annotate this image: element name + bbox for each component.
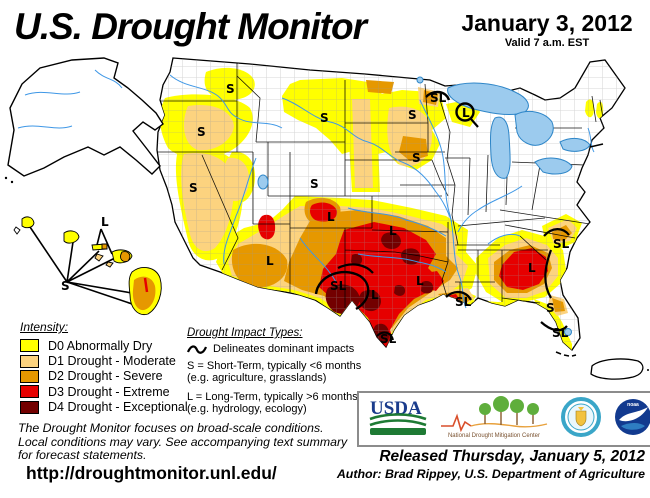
short-term-line1: S = Short-Term, typically <6 months [187,360,362,372]
alaska-inset [4,57,164,184]
impact-delineation-curves [314,90,570,341]
impact-label-sl: SL [430,91,447,105]
d2-swatch [20,369,39,383]
legend-row-d4: D4 Drought - Exceptional [20,400,192,415]
commerce-seal-logo [560,396,602,443]
valid-time: Valid 7 a.m. EST [504,37,590,49]
disclaimer-line1: The Drought Monitor focuses on broad-sca… [18,421,324,435]
d0-label: D0 Abnormally Dry [48,338,153,353]
noaa-logo-text: noaa [627,402,639,408]
d2-label: D2 Drought - Severe [48,369,163,384]
legend-row-d2: D2 Drought - Severe [20,369,192,384]
d1-label: D1 Drought - Moderate [48,354,176,369]
d3-swatch [20,385,39,399]
short-term-line2: (e.g. agriculture, grasslands) [187,372,327,385]
delineates-text: Delineates dominant impacts [213,343,355,355]
impact-label-s: S [546,301,555,315]
impact-label-l: L [528,261,536,275]
impact-label-l: L [327,210,335,224]
legend-row-d0: D0 Abnormally Dry [20,338,192,353]
impact-heading: Drought Impact Types: [187,327,303,339]
rivers [169,74,595,309]
impact-label-l: L [389,224,397,238]
usda-logo: USDA [367,396,429,443]
hawaii-inset [13,216,162,316]
impact-label-s: S [197,125,206,139]
impact-label-l: L [462,106,470,120]
map-date: January 3, 2012 [461,10,633,36]
d1-swatch [20,354,39,368]
legend-heading: Intensity: [20,320,69,334]
d0-swatch [20,339,39,353]
great-lakes [257,76,591,336]
legend-row-d3: D3 Drought - Extreme [20,384,192,399]
ndmc-logo-text: National Drought Mitigation Center [448,433,540,439]
impact-label-l: L [416,274,424,288]
impact-label-s: S [310,177,319,191]
ndmc-logo: National Drought Mitigation Center [439,394,549,445]
d4-label: D4 Drought - Exceptional [48,400,188,415]
impact-label-sl: SL [330,279,347,293]
coastal-marks [555,143,604,357]
impact-label-s: S [226,82,235,96]
puerto-rico-inset [590,358,649,380]
disclaimer-line2: Local conditions may vary. See accompany… [18,434,348,449]
usda-logo-text: USDA [370,398,422,419]
droughtmonitor-url: http://droughtmonitor.unl.edu/ [26,463,277,483]
intensity-legend: Intensity: D0 Abnormally Dry D1 Drought … [20,320,192,415]
county-lines-texture [157,58,625,350]
impact-types-section: Drought Impact Types: Delineates dominan… [187,327,372,415]
disclaimer-text: The Drought Monitor focuses on broad-sca… [18,421,348,463]
long-term-line1: L = Long-Term, typically >6 months [187,390,358,403]
date-block: January 3, 2012 Valid 7 a.m. EST [448,10,646,50]
legend-row-d1: D1 Drought - Moderate [20,353,192,368]
impact-label-sl: SL [455,295,472,309]
agency-logos-box: USDA National Drought Mitigation Center [357,391,650,447]
impact-label-sl: SL [380,332,397,346]
delineates-row: Delineates dominant impacts [187,343,372,355]
d3-label: D3 Drought - Extreme [48,384,170,399]
release-info: Released Thursday, January 5, 2012 Autho… [315,448,645,482]
impact-label-sl: SL [553,237,570,251]
impact-label-s: S [412,151,421,165]
impact-label-s: S [61,279,70,293]
impact-label-l: L [371,288,379,302]
impact-label-s: S [408,108,417,122]
author-credit: Author: Brad Rippey, U.S. Department of … [336,467,645,482]
page-title: U.S. Drought Monitor [14,6,367,47]
d4-swatch [20,400,39,414]
impact-label-s: S [320,111,329,125]
long-term-line2: (e.g. hydrology, ecology) [187,402,307,415]
released-date: Released Thursday, January 5, 2012 [379,448,645,465]
impact-label-s: S [189,181,198,195]
impact-label-l: L [101,215,109,229]
delineation-curve-icon [187,345,207,354]
disclaimer-line3: for forecast statements. [18,448,147,463]
impact-label-sl: SL [552,326,569,340]
impact-label-l: L [266,254,274,268]
noaa-logo: noaa [612,396,650,443]
